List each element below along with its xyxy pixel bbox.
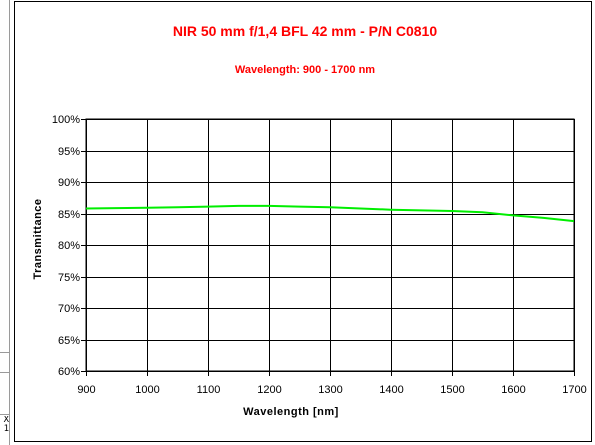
x-tick-label: 900 (77, 384, 95, 396)
y-tick-label: 85% (58, 209, 80, 221)
chart-subtitle: Wavelength: 900 - 1700 nm (235, 64, 375, 76)
x-tick-label: 1300 (318, 384, 342, 396)
x-tick-label: 1400 (379, 384, 403, 396)
y-tick-label: 75% (58, 272, 80, 284)
panel-text-line-2: 1 (3, 424, 9, 434)
transmittance-chart: NIR 50 mm f/1,4 BFL 42 mm - P/N C0810 Wa… (32, 23, 587, 418)
x-tick-label: 1500 (440, 384, 464, 396)
y-tick-label: 80% (58, 240, 80, 252)
panel-border (9, 0, 10, 445)
y-axis-label: Transmittance (32, 198, 44, 279)
left-panel-fragment: X 1 (0, 0, 12, 445)
y-tick-label: 95% (58, 146, 80, 158)
x-tick-label: 1000 (135, 384, 159, 396)
x-tick-label: 1200 (257, 384, 281, 396)
x-tick-label: 1100 (197, 384, 221, 396)
gridlines (86, 119, 575, 372)
y-axis-ticks: 60% 65% 70% 75% 80% 85% 90% 95% 100% (52, 114, 86, 378)
y-tick-label: 70% (58, 303, 80, 315)
x-tick-label: 1700 (562, 384, 586, 396)
series-group (85, 204, 575, 223)
y-tick-label: 100% (52, 114, 80, 126)
y-tick-label: 60% (58, 366, 80, 378)
panel-text-line-1: X (3, 416, 9, 425)
panel-text-fragment: X 1 (0, 416, 9, 434)
panel-divider (0, 414, 10, 415)
x-axis-ticks: 900 1000 1100 1200 1300 1400 1500 1600 1700 (77, 371, 587, 396)
panel-divider (0, 352, 10, 353)
chart-frame: NIR 50 mm f/1,4 BFL 42 mm - P/N C0810 Wa… (14, 1, 592, 442)
x-tick-label: 1600 (501, 384, 525, 396)
panel-divider (0, 372, 10, 373)
y-tick-label: 90% (58, 177, 80, 189)
x-axis-label: Wavelength [nm] (243, 406, 339, 418)
y-tick-label: 65% (58, 335, 80, 347)
chart-title: NIR 50 mm f/1,4 BFL 42 mm - P/N C0810 (173, 23, 437, 39)
transmittance-series-line (85, 204, 575, 223)
